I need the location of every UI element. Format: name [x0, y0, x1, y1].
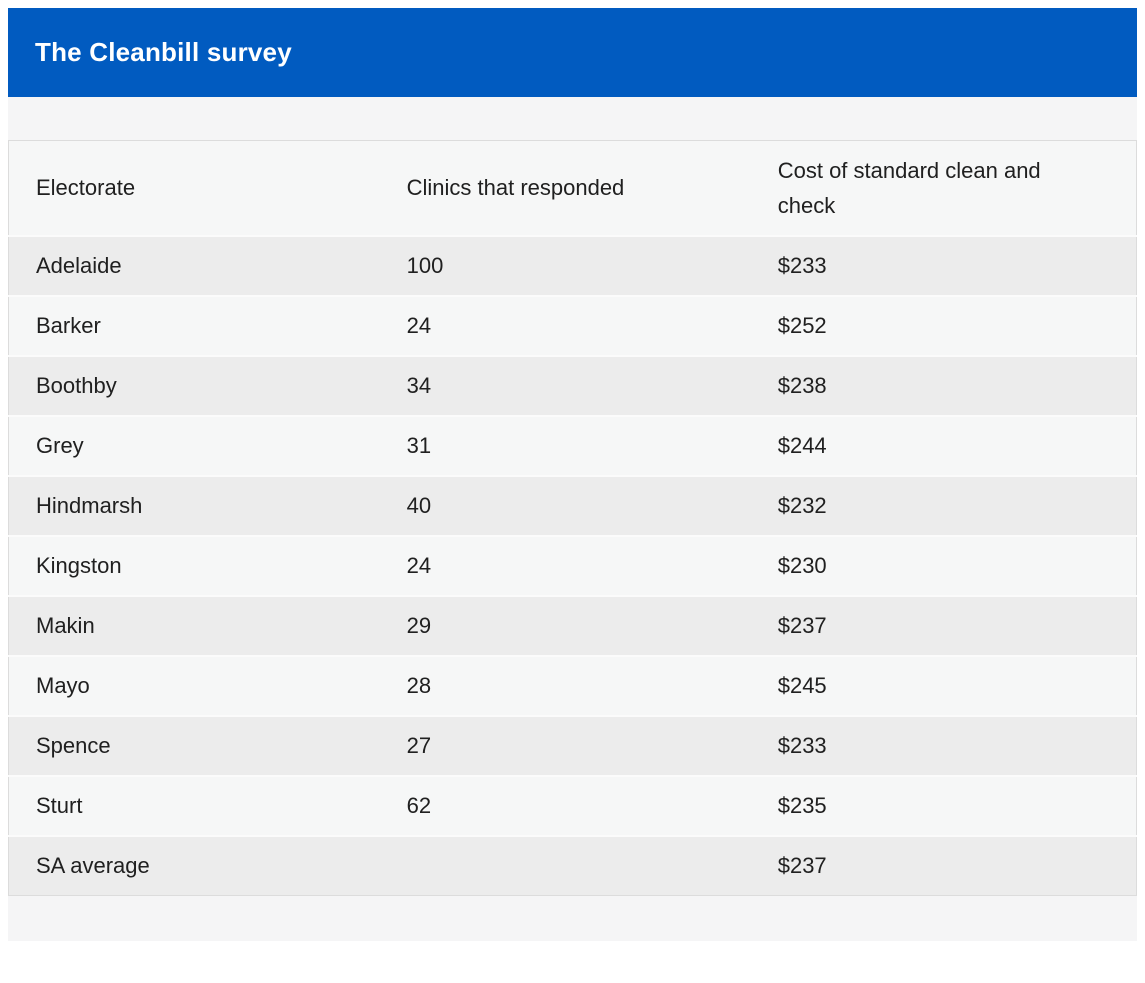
table-header-row: Electorate Clinics that responded Cost o…	[8, 140, 1137, 237]
table-cell-cost: $233	[750, 715, 1137, 777]
table-cell-clinics: 24	[379, 535, 751, 597]
table-cell-clinics: 31	[379, 415, 751, 477]
table-cell-clinics: 100	[379, 235, 751, 297]
table-cell-electorate: Adelaide	[8, 235, 380, 297]
table-body: Adelaide 100 $233 Barker 24 $252 Boothby 34 $238…	[8, 235, 1137, 896]
table-cell-clinics	[380, 836, 751, 896]
table-cell-cost: $230	[750, 535, 1137, 597]
table-cell-electorate: Hindmarsh	[8, 475, 380, 537]
table-cell-clinics: 24	[379, 295, 751, 357]
table-cell-clinics: 40	[379, 475, 751, 537]
table-row: SA average $237	[8, 835, 1137, 896]
table-cell-electorate: Boothby	[8, 355, 380, 417]
card-title: The Cleanbill survey	[35, 37, 292, 67]
table-cell-cost: $237	[777, 853, 827, 879]
table-row: Makin 29 $237	[8, 595, 1137, 657]
table-row: Grey 31 $244	[8, 415, 1137, 477]
table-cell-electorate: Barker	[8, 295, 380, 357]
cleanbill-survey-card: The Cleanbill survey Electorate Clinics …	[8, 8, 1137, 941]
table-row: Mayo 28 $245	[8, 655, 1137, 717]
column-header-cost: Cost of standard clean and check	[750, 140, 1137, 237]
table-row: Adelaide 100 $233	[8, 235, 1137, 297]
table-cell-clinics: 62	[379, 775, 751, 837]
table-cell-clinics: 28	[379, 655, 751, 717]
table-cell-cost: $232	[750, 475, 1137, 537]
table-row: Boothby 34 $238	[8, 355, 1137, 417]
table-cell-electorate: Grey	[8, 415, 380, 477]
table-cell-electorate: Kingston	[8, 535, 380, 597]
table-cell-electorate: Sturt	[8, 775, 380, 837]
survey-table: Electorate Clinics that responded Cost o…	[8, 140, 1137, 896]
table-cell-cost: $244	[750, 415, 1137, 477]
table-row: Spence 27 $233	[8, 715, 1137, 777]
table-cell-clinics: 29	[379, 595, 751, 657]
table-cell-cost: $233	[750, 235, 1137, 297]
table-cell-electorate: Mayo	[8, 655, 380, 717]
table-cell-electorate: Makin	[8, 595, 380, 657]
table-cell-clinics: 27	[379, 715, 751, 777]
table-cell-electorate: Spence	[8, 715, 380, 777]
card-body: Electorate Clinics that responded Cost o…	[8, 97, 1137, 941]
table-cell-clinics: 34	[379, 355, 751, 417]
table-row: Sturt 62 $235	[8, 775, 1137, 837]
column-header-electorate: Electorate	[8, 140, 380, 237]
table-row: Hindmarsh 40 $232	[8, 475, 1137, 537]
table-cell-cost: $238	[750, 355, 1137, 417]
table-cell-electorate: SA average	[36, 853, 150, 879]
table-row: Barker 24 $252	[8, 295, 1137, 357]
column-header-clinics: Clinics that responded	[379, 140, 751, 237]
table-cell-cost: $252	[750, 295, 1137, 357]
table-cell-cost: $245	[750, 655, 1137, 717]
table-row: Kingston 24 $230	[8, 535, 1137, 597]
table-cell-cost: $237	[750, 595, 1137, 657]
title-bar: The Cleanbill survey	[8, 8, 1137, 97]
table-cell-cost: $235	[750, 775, 1137, 837]
